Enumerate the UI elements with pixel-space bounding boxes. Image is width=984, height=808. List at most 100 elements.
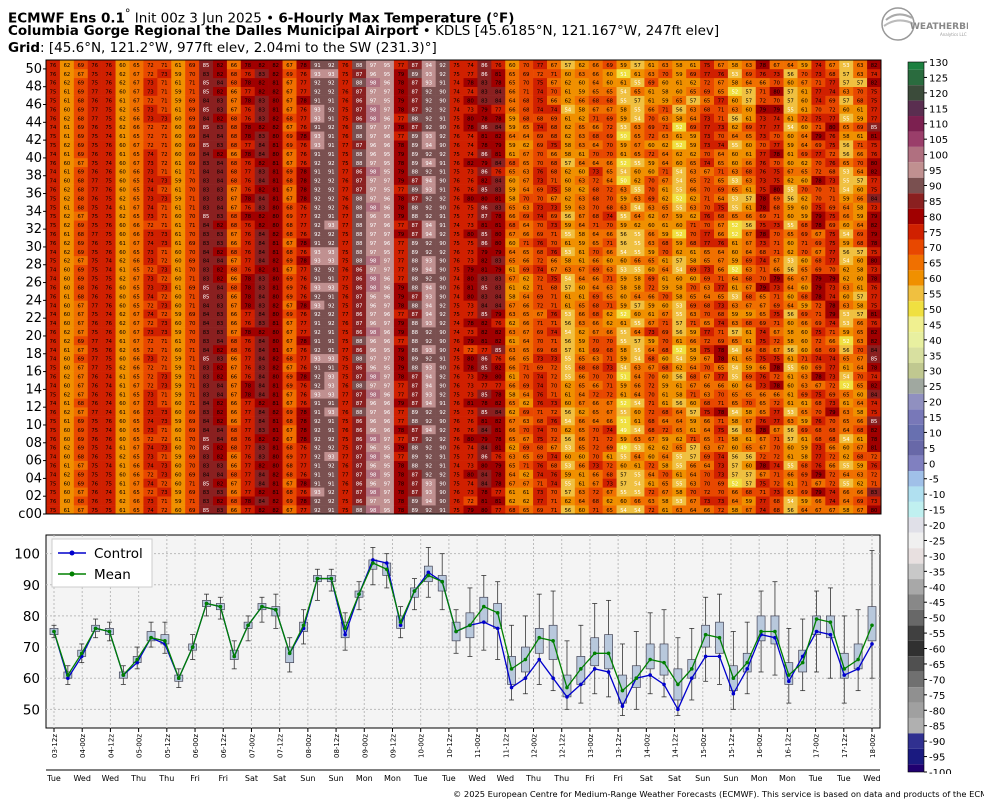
heatmap-cell-value: 95 <box>384 214 391 220</box>
heatmap-cell <box>407 220 423 230</box>
heatmap-cell-value: 78 <box>398 428 405 434</box>
heatmap-cell-value: 55 <box>676 188 683 194</box>
heatmap-cell <box>254 416 269 426</box>
heatmap-cell-value: 75 <box>91 161 98 167</box>
heatmap-cell-value: 76 <box>300 232 307 238</box>
heatmap-cell-value: 84 <box>258 259 265 265</box>
heatmap-cell <box>157 166 172 177</box>
heatmap-cell-value: 75 <box>342 330 349 336</box>
heatmap-cell-value: 92 <box>425 152 432 158</box>
heatmap-cell <box>853 202 868 212</box>
heatmap-cell <box>602 416 617 426</box>
heatmap-cell-value: 67 <box>133 383 140 389</box>
heatmap-cell <box>324 273 339 283</box>
heatmap-cell <box>588 451 603 461</box>
heatmap-cell-value: 75 <box>342 152 349 158</box>
heatmap-cell <box>421 282 436 292</box>
heatmap-cell-value: 68 <box>231 285 238 291</box>
heatmap-cell-value: 68 <box>231 214 238 220</box>
heatmap-cell <box>268 246 283 257</box>
heatmap-cell-value: 63 <box>648 241 655 247</box>
heatmap-cell <box>853 184 868 194</box>
heatmap-cell-value: 62 <box>509 410 516 416</box>
heatmap-cell-value: 77 <box>244 401 251 407</box>
heatmap-cell <box>59 273 75 283</box>
heatmap-cell <box>185 300 200 310</box>
heatmap-cell-value: 77 <box>300 357 307 363</box>
heatmap-cell-value: 81 <box>272 392 279 398</box>
heatmap-cell <box>755 353 770 363</box>
heatmap-cell <box>574 246 590 257</box>
heatmap-cell <box>588 282 603 292</box>
heatmap-cell <box>727 451 743 461</box>
heatmap-cell-value: 62 <box>690 214 697 220</box>
heatmap-cell-value: 92 <box>328 499 335 505</box>
heatmap-cell-value: 74 <box>606 428 613 434</box>
heatmap-cell-value: 78 <box>815 294 822 300</box>
heatmap-cell-value: 72 <box>161 152 168 158</box>
heatmap-cell <box>213 211 228 221</box>
heatmap-cell-value: 86 <box>356 419 363 425</box>
heatmap-cell-value: 96 <box>384 330 391 336</box>
heatmap-cell-value: 63 <box>843 410 850 416</box>
heatmap-cell <box>519 166 534 177</box>
heatmap-cell <box>310 389 325 399</box>
heatmap-cell-value: 68 <box>286 205 293 211</box>
heatmap-cell <box>213 327 228 337</box>
heatmap-cell-value: 62 <box>523 499 530 505</box>
heatmap-cell-value: 69 <box>537 366 544 372</box>
heatmap-cell <box>324 309 339 319</box>
heatmap-cell-value: 66 <box>231 419 238 425</box>
heatmap-cell <box>73 300 89 310</box>
heatmap-cell <box>867 371 882 381</box>
heatmap-cell-value: 67 <box>286 428 293 434</box>
heatmap-cell-value: 61 <box>119 490 126 496</box>
heatmap-cell <box>296 193 311 203</box>
heatmap-cell-value: 84 <box>217 339 224 345</box>
heatmap-cell <box>352 327 367 337</box>
heatmap-cell-value: 64 <box>592 285 599 291</box>
heatmap-cell <box>853 344 868 355</box>
heatmap-cell-value: 53 <box>843 170 850 176</box>
heatmap-cell-value: 75 <box>50 205 57 211</box>
heatmap-cell-value: 76 <box>91 455 98 461</box>
heatmap-cell <box>73 211 89 221</box>
heatmap-cell <box>338 416 353 426</box>
heatmap-cell <box>213 353 228 363</box>
heatmap-cell-value: 72 <box>773 455 780 461</box>
heatmap-cell <box>672 264 687 274</box>
heatmap-cell-value: 61 <box>175 170 182 176</box>
heatmap-cell-value: 61 <box>64 348 71 354</box>
heatmap-cell-value: 76 <box>91 490 98 496</box>
heatmap-cell <box>658 246 673 257</box>
heatmap-cell-value: 75 <box>50 392 57 398</box>
heatmap-cell <box>240 371 256 381</box>
heatmap-cell <box>380 318 395 328</box>
heatmap-cell <box>477 220 492 230</box>
heatmap-cell <box>338 460 353 470</box>
heatmap-cell <box>741 264 757 274</box>
heatmap-cell <box>324 246 339 257</box>
heatmap-cell-value: 93 <box>314 285 321 291</box>
heatmap-cell <box>714 193 729 203</box>
heatmap-cell-value: 78 <box>759 205 766 211</box>
heatmap-cell-value: 68 <box>231 428 238 434</box>
heatmap-cell-value: 69 <box>77 223 84 229</box>
heatmap-cell-value: 77 <box>398 223 405 229</box>
heatmap-cell-value: 61 <box>648 481 655 487</box>
heatmap-cell <box>491 238 506 248</box>
heatmap-cell-value: 64 <box>578 277 585 283</box>
heatmap-cell-value: 76 <box>50 463 57 469</box>
heatmap-cell-value: 59 <box>620 277 627 283</box>
heatmap-cell <box>505 389 520 399</box>
heatmap-cell <box>839 335 854 346</box>
heatmap-cell <box>547 291 562 301</box>
heatmap-cell-value: 78 <box>300 196 307 202</box>
heatmap-cell <box>616 353 631 363</box>
heatmap-cell-value: 66 <box>592 321 599 327</box>
heatmap-cell <box>797 451 812 461</box>
heatmap-cell <box>533 220 548 230</box>
heatmap-cell-value: 68 <box>606 348 613 354</box>
heatmap-cell-value: 67 <box>718 446 725 452</box>
heatmap-cell <box>87 202 102 212</box>
